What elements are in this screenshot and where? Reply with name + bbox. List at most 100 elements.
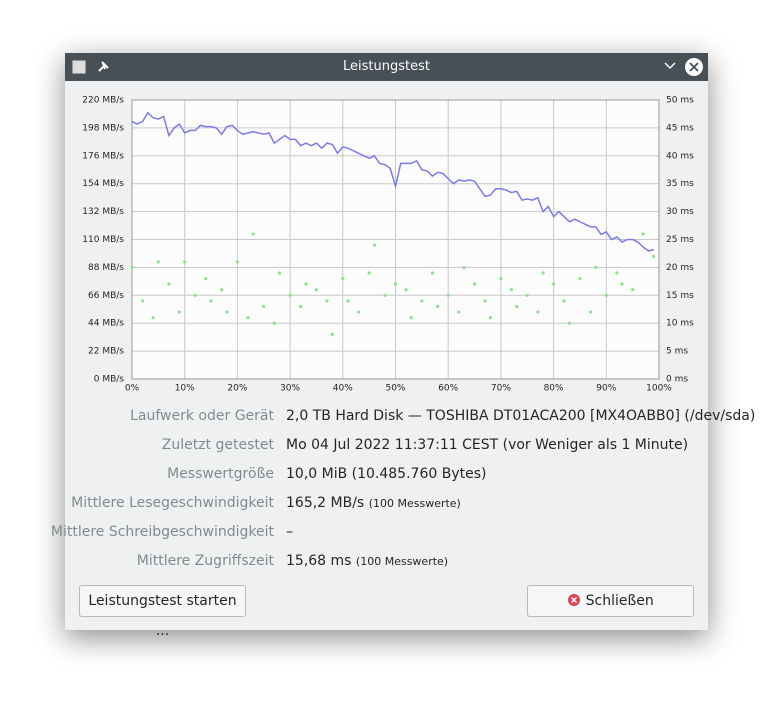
access-time-point (436, 304, 440, 309)
detail-row: Mittlere Schreibgeschwindigkeit – (51, 524, 708, 546)
detail-row: Messwertgröße 10,0 MiB (10.485.760 Bytes) (65, 466, 708, 488)
detail-row: Laufwerk oder Gerät 2,0 TB Hard Disk — TO… (65, 408, 755, 430)
detail-value: 15,68 ms (100 Messwerte) (286, 553, 449, 569)
close-icon (568, 594, 581, 606)
access-time-point (288, 293, 292, 297)
access-time-point (409, 316, 413, 320)
access-time-point (330, 332, 334, 336)
y2-tick-label: 0 ms (666, 375, 688, 385)
access-time-point (620, 282, 624, 286)
access-time-point (641, 232, 645, 236)
x-tick-label: 100% (646, 384, 672, 394)
x-tick-label: 90% (596, 384, 616, 394)
access-time-point (615, 271, 619, 275)
access-time-point (393, 282, 398, 286)
y-tick-label: 132 MB/s (82, 207, 124, 217)
detail-label: Messwertgröße (167, 466, 274, 482)
access-time-point (235, 260, 239, 264)
access-time-point (130, 265, 134, 269)
y2-tick-label: 20 ms (666, 263, 694, 273)
detail-note: (100 Messwerte) (368, 497, 461, 510)
access-time-point (372, 243, 377, 247)
detail-value: 165,2 MB/s (100 Messwerte) (286, 495, 461, 511)
access-time-point (277, 271, 282, 275)
start-button[interactable]: Leistungstest starten ... (79, 585, 246, 639)
access-time-point (567, 321, 572, 325)
access-time-point (525, 293, 529, 297)
detail-label: Mittlere Schreibgeschwindigkeit (50, 524, 274, 540)
x-tick-label: 70% (491, 384, 511, 394)
access-time-point (652, 254, 656, 258)
plot-border (131, 99, 660, 380)
chart: 0 MB/s 22 MB/s 44 MB/s 66 MB/s 88 MB/s 110 MB… (82, 96, 694, 394)
access-time-point (536, 310, 540, 314)
access-time-point (604, 293, 608, 297)
x-tick-label: 40% (333, 384, 353, 394)
access-time-point (167, 282, 171, 286)
y-tick-label: 0 MB/s (94, 375, 125, 385)
y-tick-label: 22 MB/s (88, 347, 124, 357)
y-tick-label: 66 MB/s (88, 291, 124, 301)
y2-tick-label: 15 ms (666, 291, 694, 301)
y2-tick-label: 10 ms (666, 319, 694, 329)
access-time-point (420, 299, 424, 303)
detail-label: Mittlere Zugriffszeit (136, 553, 274, 569)
y2-tick-label: 25 ms (666, 235, 694, 245)
close-glyph (689, 62, 699, 72)
access-time-point (541, 271, 545, 275)
x-tick-label: 20% (227, 384, 247, 394)
access-time-point (140, 299, 145, 303)
access-time-point (515, 304, 519, 309)
dialog-window: Leistungstest 0 MB/s 22 MB/s 44 MB/s 66 MB/… (51, 53, 755, 639)
access-time-point (588, 310, 593, 314)
detail-label: Mittlere Lesegeschwindigkeit (71, 495, 274, 511)
access-time-point (446, 293, 450, 297)
detail-value: 2,0 TB Hard Disk — TOSHIBA DT01ACA200 [M… (286, 408, 756, 424)
access-time-point (246, 316, 250, 320)
access-time-point (325, 299, 329, 303)
detail-row: Zuletzt getestet Mo 04 Jul 2022 11:37:11 … (65, 437, 708, 459)
y-tick-label: 198 MB/s (82, 123, 124, 133)
access-time-point (472, 282, 477, 286)
detail-value: – (286, 524, 293, 540)
access-time-point (552, 282, 556, 286)
access-time-point (383, 293, 387, 297)
pin-button[interactable] (98, 61, 109, 72)
detail-row: Mittlere Zugriffszeit 15,68 ms (100 Messw… (65, 553, 708, 575)
close-dialog-button[interactable]: Schließen (527, 585, 694, 617)
access-time-point (177, 310, 182, 314)
access-time-point (219, 288, 224, 292)
access-time-point (204, 276, 208, 281)
y2-tick-label: 40 ms (666, 151, 694, 161)
access-time-point (209, 299, 213, 303)
access-time-point (346, 299, 350, 303)
access-time-point (631, 288, 635, 292)
detail-label: Zuletzt getestet (161, 437, 274, 453)
detail-label: Laufwerk oder Gerät (130, 408, 274, 424)
access-time-point (562, 299, 566, 303)
access-time-point (357, 310, 361, 314)
access-time-point (183, 260, 187, 264)
y-tick-label: 44 MB/s (88, 319, 124, 329)
y-tick-label: 88 MB/s (88, 263, 124, 273)
detail-value: Mo 04 Jul 2022 11:37:11 CEST (vor Wenige… (286, 437, 689, 453)
access-time-point (262, 304, 266, 309)
y-tick-label: 220 MB/s (82, 96, 124, 106)
y2-tick-label: 35 ms (666, 179, 694, 189)
minimize-button[interactable] (664, 62, 676, 70)
title-icons (71, 58, 703, 76)
access-time-point (272, 321, 276, 325)
read-rate-line (131, 111, 654, 252)
detail-value: 10,0 MiB (10.485.760 Bytes) (286, 466, 487, 482)
access-time-point (578, 276, 582, 281)
x-tick-label: 50% (385, 384, 405, 394)
access-time-point (462, 265, 466, 269)
title-bar: Leistungstest (65, 53, 708, 81)
detail-row: Mittlere Lesegeschwindigkeit 165,2 MB/s (… (65, 495, 708, 517)
x-tick-label: 30% (280, 384, 300, 394)
access-time-point (499, 276, 503, 281)
y2-tick-label: 45 ms (666, 123, 694, 133)
access-time-point (341, 276, 345, 281)
y-tick-label: 110 MB/s (82, 235, 124, 245)
access-time-point (594, 265, 598, 269)
